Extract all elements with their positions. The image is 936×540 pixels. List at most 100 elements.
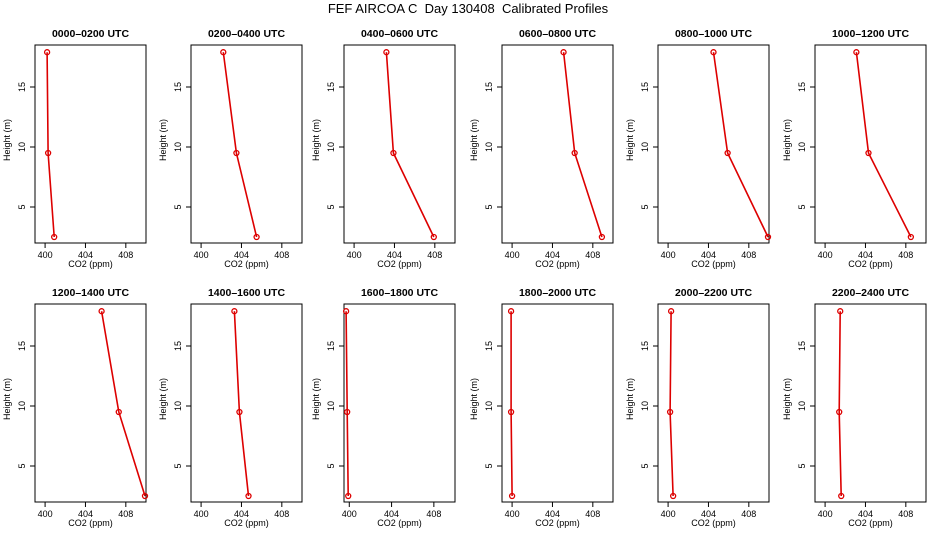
x-axis-label: CO2 (ppm) (691, 518, 736, 528)
data-point (865, 149, 872, 157)
profile-panel: 1200–1400 UTC 400 404 408 CO2 (ppm) 5 10 15 Heig… (2, 287, 149, 528)
profile-panel: 2200–2400 UTC 400 404 408 CO2 (ppm) 5 10 15 Heig… (782, 287, 927, 528)
x-tick-label: 404 (858, 509, 873, 519)
data-point (233, 149, 240, 157)
x-tick-label: 408 (118, 250, 133, 260)
data-point (598, 233, 606, 241)
y-tick-label: 10 (640, 142, 650, 152)
profile-panel: 0200–0400 UTC 400 404 408 CO2 (ppm) 5 10 15 Heig… (158, 28, 303, 269)
panel-title: 0600–0800 UTC (519, 28, 596, 40)
x-tick-label: 400 (194, 250, 209, 260)
panel-title: 2000–2200 UTC (675, 287, 752, 299)
profile-line (222, 52, 258, 238)
data-point (231, 308, 238, 315)
plot-frame (343, 303, 456, 503)
y-tick-label: 10 (173, 142, 183, 152)
y-tick-label: 15 (326, 82, 336, 92)
y-tick-label: 5 (484, 463, 494, 468)
x-tick-label: 408 (426, 509, 441, 519)
y-tick-label: 5 (17, 204, 27, 209)
data-point (710, 49, 717, 56)
profile-panel: 1400–1600 UTC 400 404 408 CO2 (ppm) 5 10 15 Heig… (158, 287, 303, 528)
panel-title: 0800–1000 UTC (675, 28, 752, 40)
profile-line (100, 311, 146, 497)
y-tick-label: 15 (326, 341, 336, 351)
profile-panel: 0600–0800 UTC 400 404 408 CO2 (ppm) 5 10 15 Heig… (469, 28, 614, 269)
data-point (43, 49, 51, 56)
y-tick-label: 10 (797, 401, 807, 411)
x-tick-label: 400 (342, 509, 357, 519)
data-point (508, 492, 516, 500)
data-point (907, 233, 915, 241)
x-tick-label: 400 (38, 250, 53, 260)
y-axis-label: Height (m) (782, 119, 792, 161)
plot-frame (34, 44, 147, 244)
y-tick-label: 10 (17, 142, 27, 152)
data-point (724, 149, 731, 157)
x-tick-label: 400 (818, 509, 833, 519)
plot-frame (657, 44, 770, 244)
y-axis-label: Height (m) (625, 119, 635, 161)
y-tick-label: 5 (640, 463, 650, 468)
profile-panel: 1000–1200 UTC 400 404 408 CO2 (ppm) 5 10 15 Heig… (782, 28, 927, 269)
x-tick-label: 408 (274, 250, 289, 260)
y-tick-label: 10 (326, 401, 336, 411)
data-point (390, 149, 397, 157)
data-point (220, 49, 227, 56)
data-point (141, 492, 149, 500)
y-tick-label: 5 (797, 463, 807, 468)
panel-title: 1000–1200 UTC (832, 28, 909, 40)
x-axis-label: CO2 (ppm) (377, 518, 422, 528)
data-point (838, 492, 845, 500)
x-axis-label: CO2 (ppm) (224, 259, 269, 269)
data-point (115, 408, 122, 416)
x-tick-label: 404 (858, 250, 873, 260)
x-tick-label: 404 (78, 250, 93, 260)
data-point (666, 408, 674, 416)
y-axis-label: Height (m) (158, 119, 168, 161)
profile-line (345, 311, 349, 497)
data-point (669, 492, 677, 500)
profile-line (46, 52, 55, 238)
y-axis-label: Height (m) (311, 378, 321, 420)
x-tick-label: 408 (585, 250, 600, 260)
y-axis-label: Height (m) (469, 378, 479, 420)
plot-frame (501, 44, 614, 244)
y-axis-label: Height (m) (2, 378, 12, 420)
y-tick-label: 5 (326, 204, 336, 209)
profile-line (838, 311, 842, 497)
x-tick-label: 404 (701, 250, 716, 260)
y-tick-label: 15 (17, 82, 27, 92)
panel-title: 1200–1400 UTC (52, 287, 129, 299)
x-axis-label: CO2 (ppm) (691, 259, 736, 269)
profile-panel: 1600–1800 UTC 400 404 408 CO2 (ppm) 5 10 15 Heig… (311, 287, 456, 528)
plot-frame (814, 303, 927, 503)
x-tick-label: 408 (898, 509, 913, 519)
y-tick-label: 10 (173, 401, 183, 411)
x-tick-label: 404 (384, 509, 399, 519)
x-tick-label: 404 (234, 250, 249, 260)
panel-title: 1600–1800 UTC (361, 287, 438, 299)
x-tick-label: 400 (661, 509, 676, 519)
plot-frame (343, 44, 456, 244)
profile-panel: 0000–0200 UTC 400 404 408 CO2 (ppm) 5 10 15 Heig… (2, 28, 147, 269)
page-title: FEF AIRCOA C Day 130408 Calibrated Profi… (327, 1, 609, 16)
data-point (836, 408, 843, 416)
profile-panel: 1800–2000 UTC 400 404 408 CO2 (ppm) 5 10 15 Heig… (469, 287, 614, 528)
data-point (430, 233, 437, 241)
data-point (764, 233, 772, 241)
y-tick-label: 5 (484, 204, 494, 209)
y-axis-label: Height (m) (782, 378, 792, 420)
data-point (571, 149, 578, 157)
data-point (342, 308, 350, 315)
panel-title: 1800–2000 UTC (519, 287, 596, 299)
y-tick-label: 5 (17, 463, 27, 468)
x-tick-label: 400 (347, 250, 362, 260)
data-point (507, 408, 515, 416)
profile-line (669, 311, 674, 497)
data-point (837, 308, 844, 315)
plot-frame (34, 303, 147, 503)
profile-line (510, 311, 513, 497)
x-tick-label: 404 (701, 509, 716, 519)
